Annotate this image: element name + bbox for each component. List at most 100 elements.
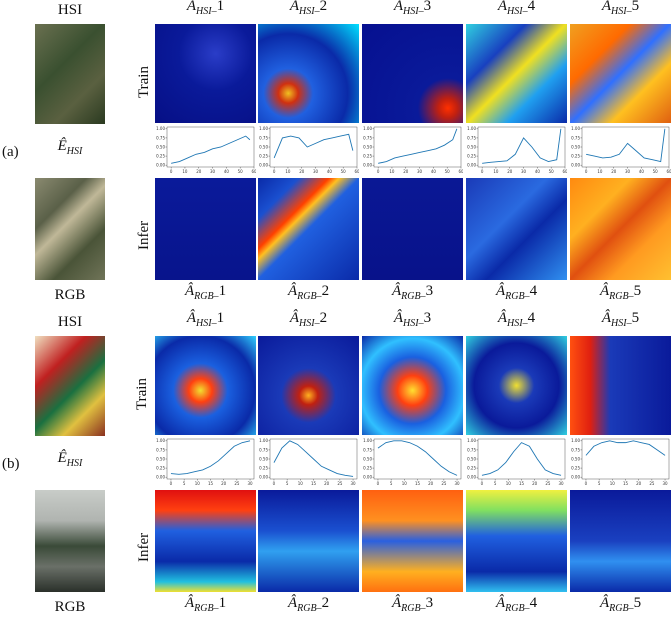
column-label: ÂRGB–1: [155, 283, 256, 302]
subscript: RGB–: [194, 603, 218, 614]
subscript: RGB–: [297, 603, 321, 614]
x-tick-label: 15: [415, 481, 421, 486]
x-tick-label: 15: [311, 481, 317, 486]
x-tick-label: 10: [285, 169, 291, 174]
index: 3: [424, 310, 432, 326]
y-tick-label: 0.00: [259, 163, 268, 168]
x-tick-label: 20: [507, 169, 513, 174]
symbol: Â: [600, 595, 609, 611]
attention-map: [258, 178, 359, 280]
attention-map: [570, 336, 671, 435]
subscript: HSI–: [299, 6, 320, 17]
attention-map: [466, 24, 567, 123]
y-tick-label: 0.25: [259, 153, 268, 158]
index: 2: [320, 310, 328, 326]
energy-label: ÊHSI: [35, 450, 105, 469]
x-tick-label: 0: [481, 169, 484, 174]
x-tick-label: 20: [196, 169, 202, 174]
column-label: ÂHSI–1: [155, 310, 256, 329]
section-label: (b): [2, 456, 20, 473]
subscript: RGB–: [194, 291, 218, 302]
attention-map: [570, 24, 671, 123]
x-tick-label: 10: [195, 481, 201, 486]
y-tick-label: 0.00: [467, 163, 476, 168]
index: 3: [426, 595, 434, 611]
plot-frame: [167, 439, 254, 479]
attention-map: [258, 24, 359, 123]
column-label: ÂRGB–3: [362, 595, 463, 614]
subscript: HSI: [67, 458, 83, 469]
column-label: ÂHSI–1: [155, 0, 256, 17]
figure: HSIÊHSI(a)RGBTrainInferÂHSI–1ÂRGB–10.000…: [0, 0, 672, 617]
energy-plot: 0.000.250.500.751.00051015202530: [466, 436, 567, 488]
subscript: HSI–: [507, 6, 528, 17]
y-tick-label: 0.75: [156, 135, 165, 140]
x-tick-label: 30: [350, 481, 356, 486]
index: 1: [217, 0, 225, 14]
x-tick-label: 40: [639, 169, 645, 174]
x-tick-label: 15: [519, 481, 525, 486]
subscript: RGB–: [401, 291, 425, 302]
y-tick-label: 0.25: [259, 465, 268, 470]
x-tick-label: 0: [273, 481, 276, 486]
attention-map: [362, 24, 463, 123]
symbol: Ê: [58, 450, 67, 466]
rgb-label: RGB: [35, 599, 105, 616]
x-tick-label: 50: [549, 169, 555, 174]
x-tick-label: 0: [585, 169, 588, 174]
y-tick-label: 0.00: [467, 475, 476, 480]
y-tick-label: 0.50: [467, 144, 476, 149]
x-tick-label: 20: [636, 481, 642, 486]
x-tick-label: 50: [238, 169, 244, 174]
attention-map: [466, 178, 567, 280]
symbol: Â: [185, 595, 194, 611]
index: 3: [424, 0, 432, 14]
train-label: Train: [136, 66, 153, 98]
x-tick-label: 60: [354, 169, 359, 174]
hsi-label: HSI: [35, 314, 105, 331]
y-tick-label: 0.50: [363, 144, 372, 149]
y-tick-label: 0.25: [363, 153, 372, 158]
symbol: Â: [600, 283, 609, 299]
x-tick-label: 25: [234, 481, 240, 486]
x-tick-label: 50: [341, 169, 347, 174]
x-tick-label: 10: [610, 481, 616, 486]
index: 5: [634, 595, 642, 611]
hsi-image: [35, 336, 105, 436]
symbol: Â: [394, 310, 403, 326]
index: 1: [219, 283, 227, 299]
y-tick-label: 1.00: [363, 126, 372, 131]
subscript: RGB–: [609, 603, 633, 614]
subscript: RGB–: [401, 603, 425, 614]
x-tick-label: 5: [494, 481, 497, 486]
symbol: Â: [290, 310, 299, 326]
x-tick-label: 30: [558, 481, 564, 486]
x-tick-label: 60: [562, 169, 567, 174]
subscript: HSI–: [611, 6, 632, 17]
index: 5: [632, 0, 640, 14]
x-tick-label: 20: [324, 481, 330, 486]
x-tick-label: 30: [625, 169, 631, 174]
attention-map: [155, 178, 256, 280]
x-tick-label: 15: [623, 481, 629, 486]
index: 2: [320, 0, 328, 14]
index: 4: [530, 283, 538, 299]
y-tick-label: 0.50: [156, 144, 165, 149]
energy-plot: 0.000.250.500.751.000102030405060: [258, 124, 359, 176]
x-tick-label: 10: [389, 169, 395, 174]
y-tick-label: 0.00: [363, 475, 372, 480]
x-tick-label: 30: [210, 169, 216, 174]
y-tick-label: 0.50: [571, 456, 580, 461]
y-tick-label: 0.00: [571, 163, 580, 168]
subscript: RGB–: [505, 291, 529, 302]
x-tick-label: 10: [597, 169, 603, 174]
x-tick-label: 5: [390, 481, 393, 486]
index: 2: [322, 283, 330, 299]
x-tick-label: 30: [521, 169, 527, 174]
y-tick-label: 0.00: [363, 163, 372, 168]
x-tick-label: 50: [445, 169, 451, 174]
y-tick-label: 0.75: [156, 447, 165, 452]
x-tick-label: 50: [653, 169, 659, 174]
x-tick-label: 0: [170, 169, 173, 174]
